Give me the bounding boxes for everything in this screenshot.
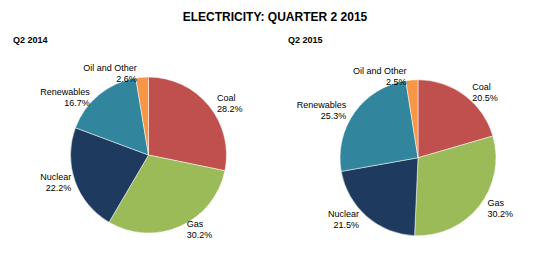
svg-text:Nuclear: Nuclear [328,209,359,219]
svg-text:Gas: Gas [187,219,204,229]
svg-text:Nuclear: Nuclear [40,172,71,182]
svg-text:16.7%: 16.7% [64,98,90,108]
svg-text:30.2%: 30.2% [187,230,213,240]
svg-text:Oil and Other: Oil and Other [83,63,137,73]
svg-text:28.2%: 28.2% [217,104,243,114]
svg-text:ELECTRICITY: QUARTER 2 2015: ELECTRICITY: QUARTER 2 2015 [183,10,368,24]
svg-text:25.3%: 25.3% [321,111,347,121]
svg-text:Oil and Other: Oil and Other [353,66,407,76]
svg-text:22.2%: 22.2% [46,183,72,193]
svg-text:Renewables: Renewables [40,87,90,97]
svg-text:Gas: Gas [487,198,504,208]
svg-text:Coal: Coal [217,93,236,103]
svg-text:Coal: Coal [472,82,491,92]
svg-text:21.5%: 21.5% [333,220,359,230]
svg-text:Renewables: Renewables [297,100,347,110]
svg-text:30.2%: 30.2% [487,209,513,219]
svg-text:20.5%: 20.5% [472,93,498,103]
svg-text:2.5%: 2.5% [386,77,407,87]
svg-text:Q2 2015: Q2 2015 [288,35,323,45]
svg-text:2.6%: 2.6% [116,74,137,84]
svg-text:Q2 2014: Q2 2014 [13,35,48,45]
